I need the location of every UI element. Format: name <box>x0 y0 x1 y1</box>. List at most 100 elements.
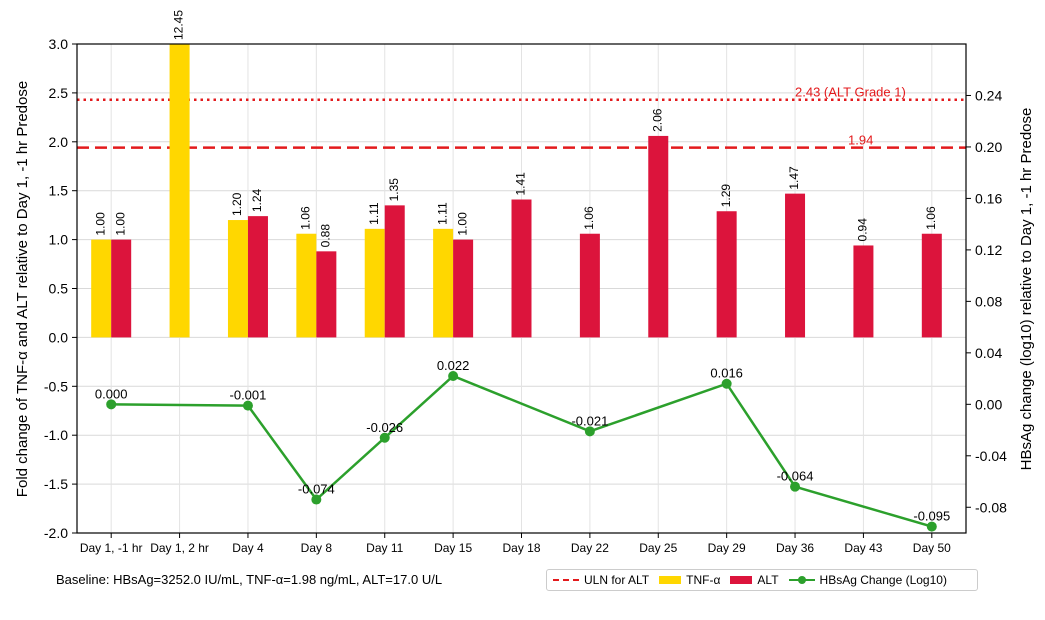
legend-label-uln: ULN for ALT <box>584 573 650 587</box>
bar-alt <box>111 239 132 338</box>
bar-alt <box>453 239 474 338</box>
legend-label-hbsag: HBsAg Change (Log10) <box>819 573 947 587</box>
hbsag-point <box>448 371 459 382</box>
bar-alt-label: 1.06 <box>924 206 938 230</box>
bar-tnf <box>169 44 190 338</box>
x-tick-label: Day 15 <box>434 541 472 555</box>
bar-alt <box>579 233 600 338</box>
bar-alt <box>921 233 942 338</box>
legend-swatch-hbsag <box>788 576 815 584</box>
y-tick-label: 0.0 <box>49 329 69 345</box>
bar-tnf <box>296 233 317 338</box>
bar-tnf <box>91 239 112 338</box>
y2-tick-label: -0.08 <box>975 499 1007 515</box>
x-tick-label: Day 18 <box>502 541 540 555</box>
reference-line-label: 1.94 <box>848 133 873 148</box>
bar-alt <box>316 251 337 338</box>
y2-axis-title: HBsAg change (log10) relative to Day 1, … <box>1018 108 1035 471</box>
hbsag-point <box>379 432 390 443</box>
bar-tnf <box>433 228 454 338</box>
bar-alt-label: 1.06 <box>582 206 596 230</box>
hbsag-point <box>790 481 801 492</box>
y2-tick-label: 0.08 <box>975 293 1002 309</box>
bars <box>91 44 942 338</box>
y2-tick-label: -0.04 <box>975 448 1007 464</box>
y-axis-title: Fold change of TNF-α and ALT relative to… <box>14 81 31 497</box>
hbsag-point-label: -0.026 <box>366 420 403 435</box>
x-tick-label: Day 8 <box>301 541 333 555</box>
axes: 3.0 2.5 2.0 1.5 1.0 0.5 0.0 -0.5 -1.0 -1.5 -2.0 0.2… <box>44 36 1007 555</box>
y-tick-label: -0.5 <box>44 378 68 394</box>
x-tick-label: Day 1, -1 hr <box>80 541 143 555</box>
y-tick-label: -2.0 <box>44 525 68 541</box>
legend-swatch-uln <box>553 579 579 581</box>
bar-tnf-label: 12.45 <box>172 10 186 40</box>
hbsag-point <box>721 378 732 389</box>
legend-swatch-alt <box>730 576 753 584</box>
legend: ULN for ALT TNF-α ALT HBsAg Change (Log1… <box>546 569 978 591</box>
bar-alt <box>511 199 532 338</box>
reference-lines <box>77 98 966 149</box>
y-tick-label: 2.5 <box>49 85 69 101</box>
bar-alt-label: 0.94 <box>856 218 870 242</box>
bar-alt <box>785 193 806 338</box>
bar-alt-label: 1.00 <box>455 212 469 236</box>
x-tick-label: Day 43 <box>844 541 882 555</box>
x-tick-label: Day 22 <box>571 541 609 555</box>
hbsag-point <box>926 521 937 532</box>
bar-tnf <box>227 220 248 338</box>
bar-alt-label: 1.35 <box>387 178 401 202</box>
y2-tick-label: 0.20 <box>975 139 1002 155</box>
bar-alt-label: 1.29 <box>719 184 733 208</box>
bar-alt-label: 1.47 <box>787 166 801 190</box>
hbsag-point-label: -0.074 <box>298 482 335 497</box>
plot-frame <box>76 43 967 534</box>
x-tick-label: Day 4 <box>232 541 264 555</box>
bar-alt <box>716 211 737 338</box>
y2-tick-label: 0.12 <box>975 242 1002 258</box>
hbsag-point-label: 0.022 <box>437 358 470 373</box>
hbsag-point <box>584 426 595 437</box>
bar-tnf-label: 1.06 <box>299 206 313 230</box>
y2-tick-label: 0.24 <box>975 87 1002 103</box>
bar-alt-label: 1.00 <box>113 212 127 236</box>
y2-tick-label: 0.04 <box>975 345 1002 361</box>
data-labels: 2.43 (ALT Grade 1) 1.94 1.00 1.00 12.45 1.20 1… <box>93 10 950 524</box>
legend-item-uln: ULN for ALT <box>553 573 649 587</box>
y-tick-label: 2.0 <box>49 134 69 150</box>
hbsag-point <box>311 494 322 505</box>
legend-swatch-tnf <box>659 576 682 584</box>
bar-alt <box>648 135 669 338</box>
y-tick-label: 0.5 <box>49 281 69 297</box>
x-tick-label: Day 36 <box>776 541 814 555</box>
hbsag-point-label: -0.095 <box>913 509 950 524</box>
bar-alt <box>384 205 405 338</box>
reference-line-label: 2.43 (ALT Grade 1) <box>795 85 906 100</box>
bar-alt <box>853 245 874 338</box>
legend-item-hbsag: HBsAg Change (Log10) <box>788 573 947 587</box>
y-tick-label: -1.0 <box>44 427 68 443</box>
bar-alt <box>247 216 268 338</box>
y2-tick-label: 0.00 <box>975 396 1002 412</box>
legend-label-alt: ALT <box>757 573 779 587</box>
chart: 2.43 (ALT Grade 1) 1.94 1.00 1.00 12.45 1.20 1… <box>14 10 1035 555</box>
x-tick-label: Day 1, 2 hr <box>150 541 209 555</box>
baseline-note: Baseline: HBsAg=3252.0 IU/mL, TNF-α=1.98… <box>56 572 443 587</box>
y-tick-label: 1.5 <box>49 183 69 199</box>
bar-alt-label: 1.41 <box>514 172 528 196</box>
x-tick-label: Day 29 <box>708 541 746 555</box>
hbsag-point-label: 0.000 <box>95 386 128 401</box>
hbsag-point <box>242 400 253 411</box>
x-tick-label: Day 25 <box>639 541 677 555</box>
bar-alt-label: 2.06 <box>650 108 664 132</box>
hbsag-point-label: -0.021 <box>571 413 608 428</box>
hbsag-point-label: 0.016 <box>710 366 743 381</box>
x-tick-label: Day 11 <box>366 541 403 555</box>
hbsag-point <box>106 399 117 410</box>
bar-alt-label: 1.24 <box>250 188 264 212</box>
y-tick-label: 1.0 <box>49 232 69 248</box>
hbsag-line <box>106 371 937 532</box>
bar-tnf-label: 1.11 <box>367 202 381 225</box>
x-tick-label: Day 50 <box>913 541 951 555</box>
legend-item-alt: ALT <box>730 573 779 587</box>
